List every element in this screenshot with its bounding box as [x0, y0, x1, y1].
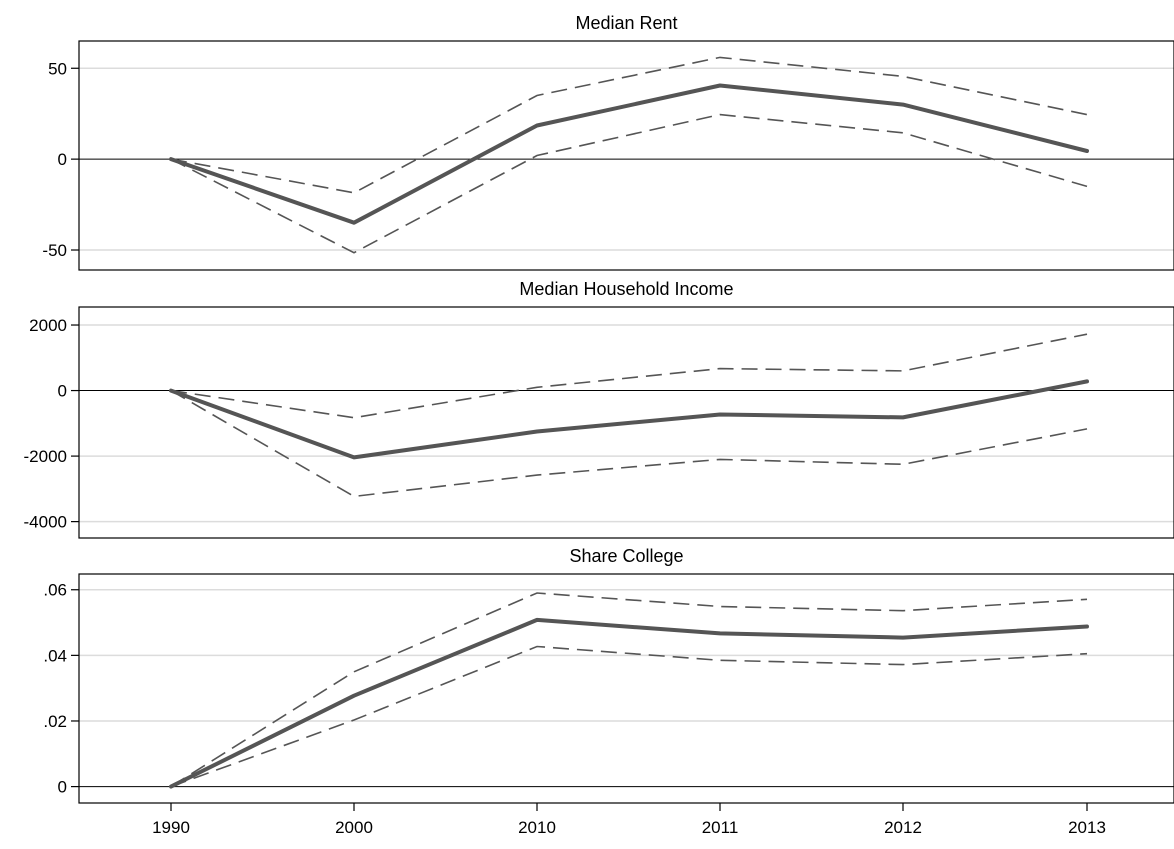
series-line-ci-upper-income: [170, 333, 1088, 419]
y-tick-label: 0: [58, 778, 67, 797]
series-line-ci-lower-income: [170, 389, 1088, 498]
x-tick-label: 1990: [152, 818, 190, 837]
panel-title-college: Share College: [569, 546, 683, 566]
series-line-ci-upper-rent: [170, 56, 1088, 194]
y-tick-label: 50: [48, 59, 67, 78]
series-line-estimate-rent: [169, 83, 1089, 225]
y-tick-label: .04: [43, 646, 67, 665]
series-line-ci-lower-rent: [170, 113, 1088, 254]
x-tick-label: 2010: [518, 818, 556, 837]
series-line-estimate-college: [169, 617, 1089, 789]
panel-frame-college: [78, 573, 1174, 804]
x-tick-label: 2000: [335, 818, 373, 837]
y-tick-label: -50: [42, 241, 67, 260]
panel-frame-rent: [78, 40, 1174, 271]
y-tick-label: 2000: [29, 316, 67, 335]
series-line-ci-lower-college: [170, 645, 1088, 788]
y-tick-label: -4000: [24, 513, 67, 532]
y-tick-label: 0: [58, 150, 67, 169]
panel-title-income: Median Household Income: [519, 279, 733, 299]
x-tick-label: 2012: [884, 818, 922, 837]
panel-frame-income: [78, 306, 1174, 539]
x-tick-label: 2011: [702, 818, 739, 837]
series-line-ci-upper-college: [170, 592, 1088, 788]
y-tick-label: .02: [43, 712, 67, 731]
y-tick-label: .06: [43, 581, 67, 600]
panel-title-rent: Median Rent: [575, 13, 677, 33]
y-tick-label: 0: [58, 382, 67, 401]
y-tick-label: -2000: [24, 447, 67, 466]
x-tick-label: 2013: [1068, 818, 1106, 837]
series-line-estimate-income: [169, 379, 1089, 460]
